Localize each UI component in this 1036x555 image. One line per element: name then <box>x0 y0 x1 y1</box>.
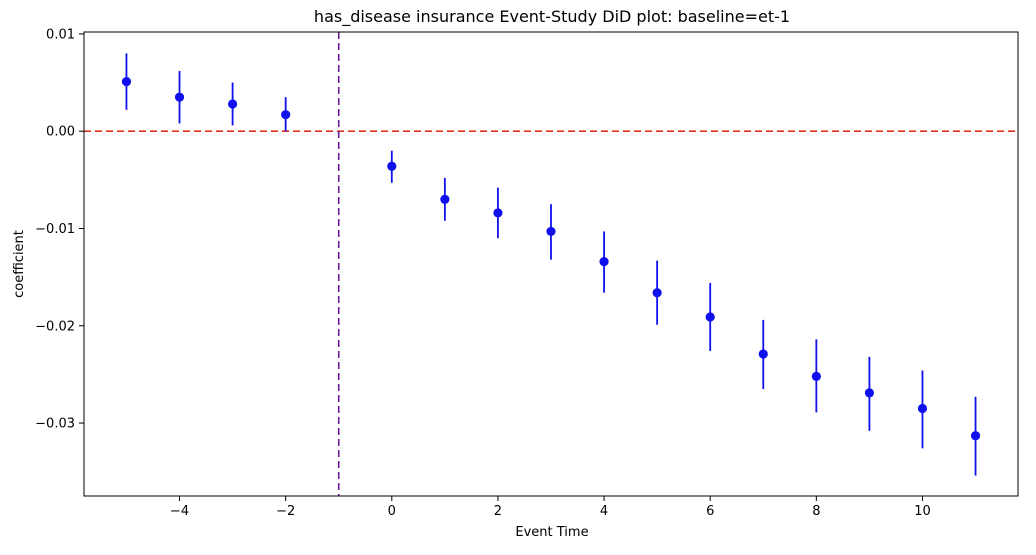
x-tick-label: −2 <box>276 504 295 519</box>
plot-frame <box>83 31 1019 497</box>
y-tick-label: −0.03 <box>35 417 75 432</box>
data-point <box>440 194 450 204</box>
data-point <box>599 256 609 267</box>
x-tick-label: −4 <box>170 504 189 519</box>
data-point <box>387 161 397 171</box>
data-point <box>652 288 662 298</box>
y-tick-label: −0.02 <box>35 319 75 334</box>
x-tick-label: 2 <box>494 504 502 519</box>
x-tick-label: 10 <box>914 504 931 519</box>
data-point <box>281 110 291 120</box>
x-tick-label: 4 <box>600 504 608 519</box>
x-axis-title: Event Time <box>515 525 588 540</box>
data-point <box>546 226 556 237</box>
data-point <box>174 92 185 102</box>
data-point <box>705 312 715 322</box>
x-tick-label: 6 <box>706 504 714 519</box>
data-point <box>970 431 981 441</box>
data-point <box>758 349 768 359</box>
y-tick-label: 0.00 <box>46 125 75 140</box>
chart-title: has_disease insurance Event-Study DiD pl… <box>314 7 790 27</box>
x-axis: −4 −2 0 2 4 6 8 10 <box>170 496 931 519</box>
y-tick-label: −0.01 <box>35 222 75 237</box>
y-tick-label: 0.01 <box>46 27 75 42</box>
data-point <box>917 403 928 414</box>
x-tick-label: 0 <box>388 504 396 519</box>
data-point <box>864 388 875 398</box>
data-point <box>493 208 503 218</box>
data-point <box>227 99 238 109</box>
x-tick-label: 8 <box>812 504 820 519</box>
y-axis: 0.01 0.00 −0.01 −0.02 −0.03 <box>35 27 84 432</box>
plot-area <box>84 32 1018 496</box>
data-point <box>121 77 132 87</box>
y-axis-title: coefficient <box>12 230 27 298</box>
data-point <box>811 371 821 381</box>
